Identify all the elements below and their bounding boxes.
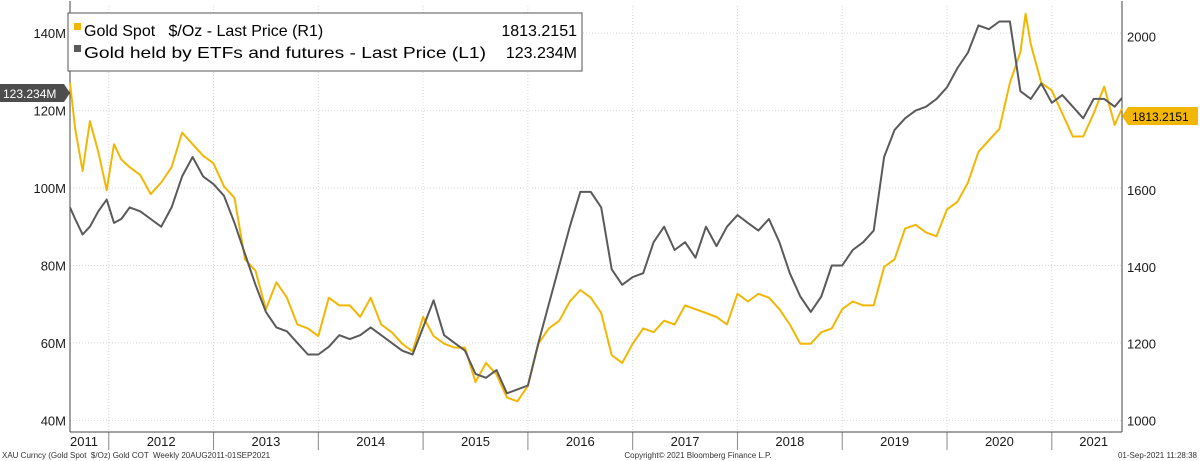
- left-last-value-tag: 123.234M: [0, 84, 70, 102]
- right-last-value-label: 1813.2151: [1132, 110, 1189, 124]
- right-tick-label: 2000: [1127, 30, 1156, 45]
- left-tick-label: 120M: [33, 104, 66, 119]
- x-axis: 2011 2012 2013 2014 2015 2016 2017 2018 2019 2020…: [69, 1, 1123, 450]
- year-label: 2012: [147, 434, 176, 449]
- right-tick-label: 1600: [1127, 183, 1156, 198]
- year-label: 2013: [251, 434, 280, 449]
- year-label: 2021: [1079, 434, 1108, 449]
- series-line-gold-etf-holdings: [69, 20, 1123, 395]
- left-last-value-label: 123.234M: [3, 87, 56, 101]
- legend-label-gold-etf: Gold held by ETFs and futures - Last Pri…: [84, 45, 486, 62]
- legend-swatch-gold-etf: [74, 45, 81, 52]
- year-label: 2017: [671, 434, 700, 449]
- year-label: 2019: [880, 434, 909, 449]
- left-tick-label: 40M: [41, 413, 66, 428]
- legend: Gold Spot $/Oz - Last Price (R1) 1813.21…: [67, 12, 583, 72]
- footer-source: XAU Curncy (Gold Spot $/Oz) Gold COT Wee…: [2, 451, 271, 460]
- year-label: 2018: [775, 434, 804, 449]
- grid: [70, 6, 1122, 432]
- footer: XAU Curncy (Gold Spot $/Oz) Gold COT Wee…: [2, 451, 1198, 460]
- year-label: 2011: [70, 434, 98, 449]
- legend-label-gold-spot: Gold Spot $/Oz - Last Price (R1): [84, 23, 323, 40]
- year-label: 2014: [356, 434, 385, 449]
- legend-value-gold-etf: 123.234M: [506, 45, 577, 62]
- legend-box: [67, 12, 583, 72]
- footer-copyright: Copyright© 2021 Bloomberg Finance L.P.: [624, 451, 771, 460]
- left-axis: 40M 60M 80M 100M 120M 140M: [33, 26, 66, 428]
- legend-swatch-gold-spot: [74, 23, 81, 30]
- right-last-value-tag: 1813.2151: [1122, 107, 1198, 125]
- left-tick-label: 60M: [41, 336, 66, 351]
- series-layer: [69, 12, 1123, 403]
- left-tick-label: 100M: [33, 181, 66, 196]
- year-label: 2015: [461, 434, 490, 449]
- year-label: 2016: [566, 434, 595, 449]
- right-tick-label: 1400: [1127, 260, 1156, 275]
- year-label: 2020: [985, 434, 1014, 449]
- left-tick-label: 140M: [33, 26, 66, 41]
- left-tick-label: 80M: [41, 258, 66, 273]
- footer-timestamp: 01-Sep-2021 11:28:38: [1118, 451, 1198, 460]
- legend-value-gold-spot: 1813.2151: [501, 23, 577, 40]
- right-tick-label: 1000: [1127, 413, 1156, 428]
- right-tick-label: 1200: [1127, 337, 1156, 352]
- series-line-gold-spot: [69, 12, 1123, 403]
